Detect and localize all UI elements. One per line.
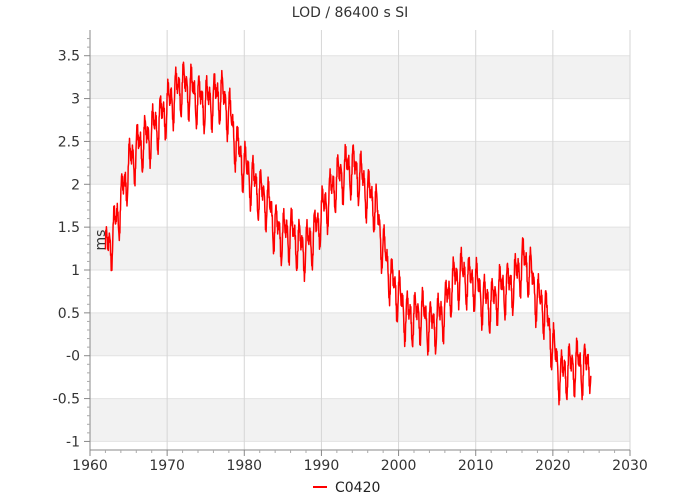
y-tick-label: 3.5 [58, 49, 80, 65]
y-axis-label: ms [93, 230, 109, 251]
band [90, 398, 630, 442]
y-tick-label: -0.5 [53, 392, 80, 408]
x-tick-label: 2010 [458, 458, 494, 474]
y-tick-label: 2.5 [58, 134, 80, 150]
y-tick-label: 0.5 [58, 306, 80, 322]
background-bands [90, 55, 630, 442]
axes: -1 -0.5 -0 0.5 1 1.5 2 2.5 3 3.5 1960 1970 1980 1990 2… [53, 30, 648, 474]
x-tick-label: 1970 [149, 458, 185, 474]
x-tick-label: 1960 [72, 458, 108, 474]
y-tick-label: 1.5 [58, 220, 80, 236]
series-layer [104, 61, 592, 406]
legend[interactable]: C0420 [313, 480, 380, 496]
x-tick-label: 2020 [535, 458, 571, 474]
y-tick-label: -1 [66, 434, 80, 450]
x-tick-label: 1990 [304, 458, 340, 474]
gridlines [89, 30, 631, 450]
series-line-C0420 [104, 61, 592, 406]
y-tick-label: 3 [71, 92, 80, 108]
y-tick-label: 2 [71, 177, 80, 193]
band [90, 227, 630, 270]
chart-title: LOD / 86400 s SI [292, 5, 408, 21]
x-tick-label: 2030 [612, 458, 648, 474]
x-tick-label: 1980 [226, 458, 262, 474]
legend-label: C0420 [335, 480, 380, 496]
y-tick-label: -0 [66, 349, 80, 365]
x-tick-label: 2000 [381, 458, 417, 474]
y-tick-label: 1 [71, 263, 80, 279]
band [90, 312, 630, 356]
